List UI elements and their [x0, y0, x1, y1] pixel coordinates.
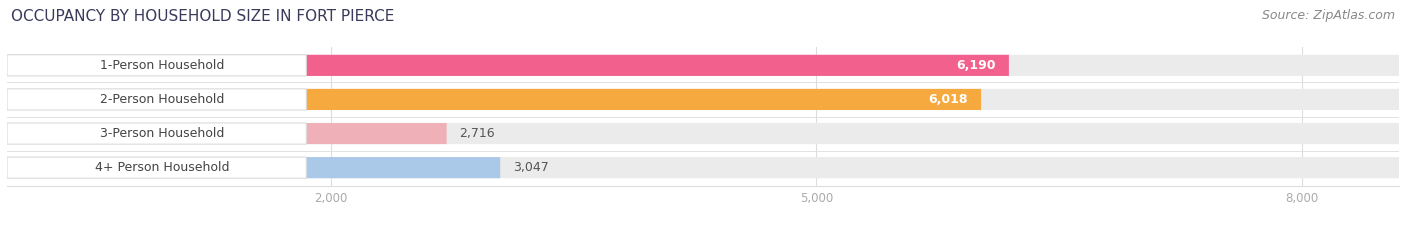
FancyBboxPatch shape — [7, 55, 307, 76]
FancyBboxPatch shape — [7, 123, 1399, 144]
FancyBboxPatch shape — [7, 89, 981, 110]
Text: 2,716: 2,716 — [460, 127, 495, 140]
Text: OCCUPANCY BY HOUSEHOLD SIZE IN FORT PIERCE: OCCUPANCY BY HOUSEHOLD SIZE IN FORT PIER… — [11, 9, 395, 24]
FancyBboxPatch shape — [7, 157, 1399, 178]
FancyBboxPatch shape — [7, 123, 307, 144]
Text: 6,190: 6,190 — [956, 59, 995, 72]
FancyBboxPatch shape — [7, 123, 447, 144]
Text: 3-Person Household: 3-Person Household — [100, 127, 225, 140]
FancyBboxPatch shape — [7, 89, 1399, 110]
FancyBboxPatch shape — [7, 89, 307, 110]
Text: Source: ZipAtlas.com: Source: ZipAtlas.com — [1261, 9, 1395, 22]
Text: 4+ Person Household: 4+ Person Household — [96, 161, 231, 174]
Text: 1-Person Household: 1-Person Household — [100, 59, 225, 72]
FancyBboxPatch shape — [7, 157, 307, 178]
FancyBboxPatch shape — [7, 55, 1010, 76]
FancyBboxPatch shape — [7, 55, 1399, 76]
FancyBboxPatch shape — [7, 157, 501, 178]
Text: 3,047: 3,047 — [513, 161, 548, 174]
Text: 6,018: 6,018 — [928, 93, 969, 106]
Text: 2-Person Household: 2-Person Household — [100, 93, 225, 106]
